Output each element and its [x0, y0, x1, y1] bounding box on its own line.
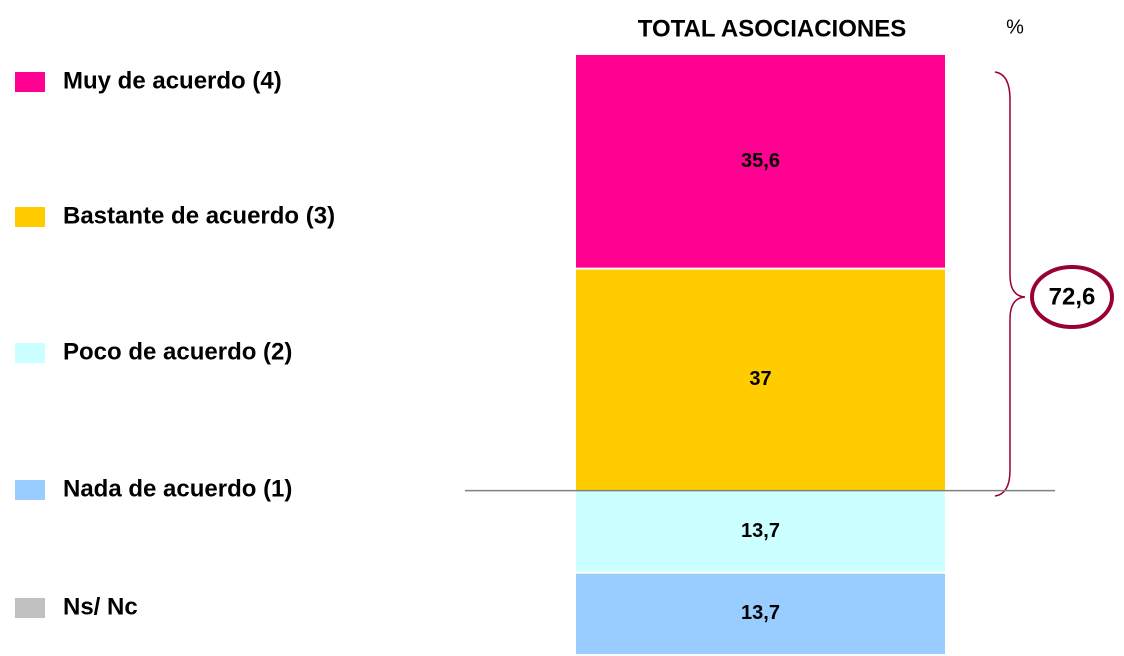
value-label: 35,6	[741, 150, 780, 172]
legend-swatch	[15, 207, 45, 227]
total-label: 72,6	[1049, 283, 1096, 310]
legend-swatch	[15, 598, 45, 618]
brace	[994, 71, 1026, 497]
legend-swatch	[15, 343, 45, 363]
legend-label: Nada de acuerdo (1)	[63, 475, 292, 502]
value-label: 37	[749, 368, 771, 390]
value-label: 13,7	[741, 520, 780, 542]
legend-label: Bastante de acuerdo (3)	[63, 202, 335, 229]
legend-swatch	[15, 480, 45, 500]
total-circle	[1030, 265, 1114, 329]
chart-title: TOTAL ASOCIACIONES	[638, 15, 906, 42]
legend-swatch	[15, 72, 45, 92]
unit-label: %	[1006, 16, 1024, 38]
legend-label: Ns/ Nc	[63, 593, 138, 620]
legend-label: Poco de acuerdo (2)	[63, 338, 292, 365]
legend-label: Muy de acuerdo (4)	[63, 67, 282, 94]
bar-segment	[576, 490, 945, 573]
bar-segment	[576, 55, 945, 269]
bar-segment	[576, 572, 945, 655]
value-label: 13,7	[741, 602, 780, 624]
bar-segment	[576, 268, 945, 491]
